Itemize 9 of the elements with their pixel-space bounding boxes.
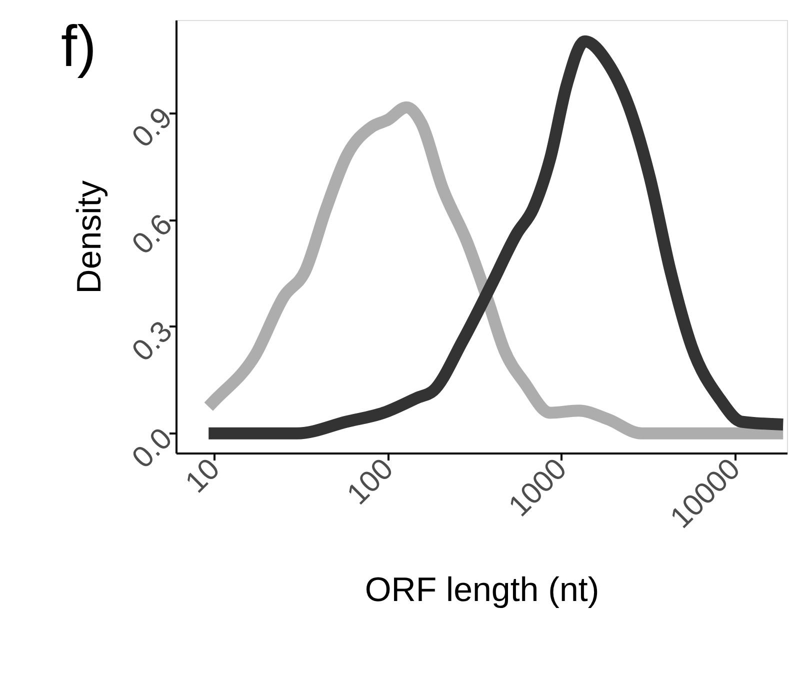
x-tick-label: 10 bbox=[179, 452, 226, 500]
y-axis-title: Density bbox=[70, 180, 108, 294]
y-tick-label: 0.9 bbox=[126, 101, 179, 154]
y-tick-label: 0.3 bbox=[126, 314, 179, 368]
text: f) bbox=[61, 14, 96, 79]
x-tick-label: 100 bbox=[340, 452, 400, 512]
y-tick-label: 0.6 bbox=[126, 208, 179, 261]
y-tick-label: 0.0 bbox=[126, 422, 179, 475]
x-axis-title: ORF length (nt) bbox=[364, 571, 600, 610]
